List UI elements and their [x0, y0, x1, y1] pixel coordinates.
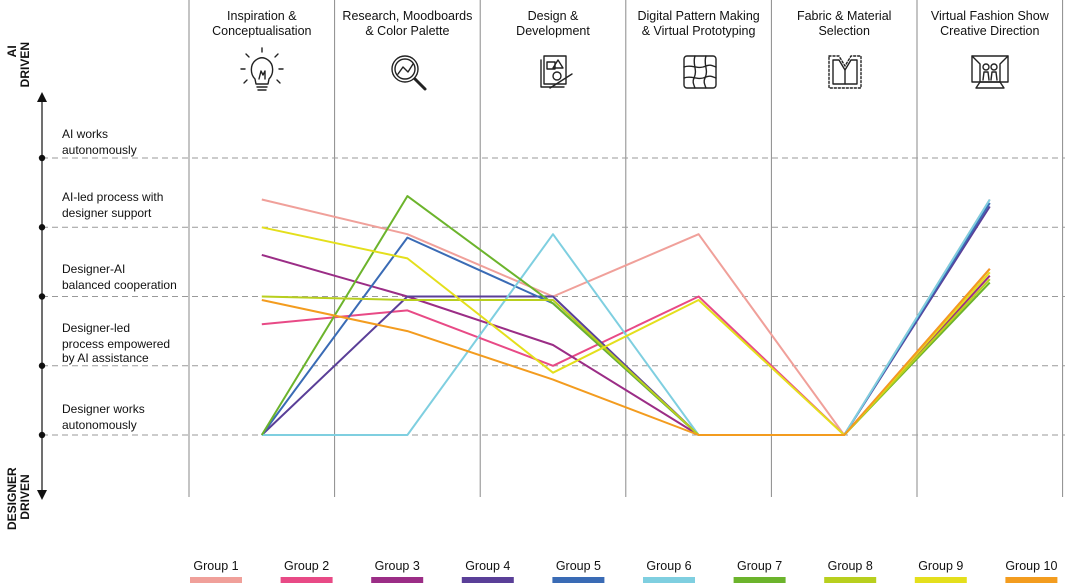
legend-swatch — [461, 577, 514, 583]
stage-icons — [240, 47, 1009, 91]
y-axis-dot — [38, 362, 46, 369]
level-label: AI-led process with designer support — [62, 190, 163, 220]
y-axis-dot — [38, 431, 46, 439]
y-axis-top-title: AI DRIVEN — [5, 42, 32, 87]
legend-label: Group 2 — [284, 559, 329, 573]
y-axis-dot — [38, 154, 46, 162]
legend-swatch — [824, 577, 877, 583]
level-label: AI works autonomously — [62, 127, 137, 157]
level-label: Designer works autonomously — [62, 402, 145, 432]
legend-swatch — [733, 577, 786, 583]
lightbulb-icon — [240, 47, 284, 91]
level-labels: Designer works autonomously Designer-led pr… — [62, 127, 177, 432]
stage-header: Virtual Fashion Show Creative Direction — [931, 9, 1050, 38]
legend-swatch — [914, 577, 967, 583]
legend-label: Group 1 — [193, 559, 238, 573]
series-lines — [260, 195, 991, 436]
level-label: Designer-led process empowered by AI assis… — [62, 321, 170, 365]
legend-label: Group 10 — [1005, 559, 1057, 573]
stage-header: Inspiration & Conceptualisation — [212, 9, 311, 38]
legend-label: Group 5 — [556, 559, 601, 573]
legend: Group 1 Group 2 Group 3 Group 4 Group 5 Group… — [190, 559, 1058, 583]
magnifier-chart-icon — [391, 55, 427, 91]
legend-label: Group 7 — [737, 559, 782, 573]
stage-header: Research, Moodboards & Color Palette — [342, 9, 472, 38]
stage-header: Design & Development — [516, 9, 590, 38]
design-tools-icon — [540, 55, 573, 89]
legend-label: Group 4 — [465, 559, 510, 573]
garment-icon — [828, 55, 862, 89]
down-arrow-icon — [37, 490, 47, 500]
y-axis-bottom-title: DESIGNER DRIVEN — [5, 464, 32, 530]
level-label: Designer-AI balanced cooperation — [62, 262, 177, 292]
stage-dividers — [188, 0, 1064, 497]
legend-label: Group 8 — [828, 559, 873, 573]
series-line-group-10 — [261, 268, 991, 436]
series-line-group-6 — [261, 198, 991, 436]
legend-swatch — [371, 577, 424, 583]
y-axis: AI DRIVEN DESIGNER DRIVEN — [5, 42, 47, 530]
legend-swatch — [280, 577, 333, 583]
legend-label: Group 9 — [918, 559, 963, 573]
y-axis-dot — [38, 224, 46, 231]
stage-header: Fabric & Material Selection — [797, 9, 891, 38]
legend-swatch — [190, 577, 242, 583]
legend-swatch — [552, 577, 605, 583]
up-arrow-icon — [37, 92, 47, 102]
pattern-grid-icon — [683, 55, 717, 89]
legend-swatch — [1005, 577, 1058, 583]
fashion-show-icon — [971, 55, 1009, 89]
legend-label: Group 6 — [646, 559, 691, 573]
legend-swatch — [643, 577, 695, 583]
y-axis-dot — [38, 293, 46, 300]
stage-header: Digital Pattern Making & Virtual Prototyp… — [637, 9, 759, 38]
stage-headers: Inspiration & Conceptualisation Research, … — [212, 9, 1050, 38]
legend-label: Group 3 — [375, 559, 420, 573]
